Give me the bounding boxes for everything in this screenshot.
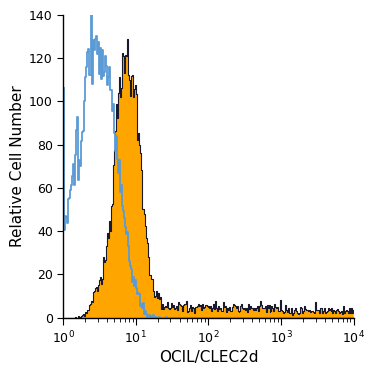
Y-axis label: Relative Cell Number: Relative Cell Number [10, 86, 25, 247]
X-axis label: OCIL/CLEC2d: OCIL/CLEC2d [159, 350, 258, 365]
